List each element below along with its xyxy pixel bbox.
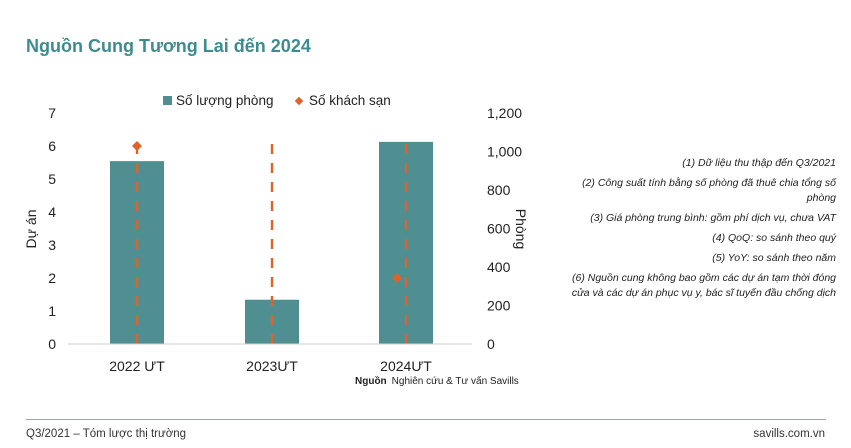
note-item: (4) QoQ: so sánh theo quý [712,232,836,244]
right-tick-label: 1,000 [487,144,522,160]
footer-report-label: Q3/2021 – Tóm lược thị trường [26,428,187,440]
legend-label-hotels: Số khách sạn [309,93,391,108]
future-supply-chart: 0 1 2 3 4 5 6 7 0 200 400 600 800 1,000 1,200 Dự án P… [23,93,529,374]
right-tick-label: 800 [487,182,511,198]
right-tick-label: 0 [487,336,495,352]
room-bars [110,141,433,344]
page-title: Nguồn Cung Tương Lai đến 2024 [26,36,311,56]
left-tick-label: 7 [48,105,56,121]
left-tick-label: 6 [48,138,56,154]
note-item: (6) Nguồn cung không bao gồm các dự án t… [571,272,836,299]
source-text: Nghiên cứu & Tư vấn Savills [391,376,519,387]
footer-website: savills.com.vn [753,428,825,440]
legend: Số lượng phòng Số khách sạn [163,93,391,108]
note-item: (2) Công suất tính bằng số phòng đã thuê… [582,177,836,204]
left-tick-label: 3 [48,237,56,253]
right-axis-ticks: 0 200 400 600 800 1,000 1,200 [487,105,522,352]
right-tick-label: 200 [487,298,511,314]
source-label: Nguồn [355,376,387,387]
category-labels: 2022 ƯT 2023ƯT 2024ƯT [109,358,432,374]
note-item: (5) YoY: so sánh theo năm [712,252,836,264]
hotel-marker [392,273,402,283]
left-tick-label: 4 [48,204,56,220]
hotel-markers [132,141,402,283]
category-label: 2022 ƯT [109,358,165,374]
legend-swatch-hotels [294,96,304,106]
chart-source: Nguồn Nghiên cứu & Tư vấn Savills [355,376,519,387]
right-tick-label: 600 [487,221,511,237]
category-label: 2023ƯT [246,358,298,374]
note-item: (3) Giá phòng trung bình: gồm phí dịch v… [590,212,836,224]
note-item: (1) Dữ liệu thu thập đến Q3/2021 [682,157,836,169]
right-tick-label: 400 [487,259,511,275]
right-axis-label: Phòng [513,209,529,249]
legend-label-rooms: Số lượng phòng [176,93,273,108]
left-tick-label: 0 [48,336,56,352]
right-tick-label: 1,200 [487,105,522,121]
hotel-marker [132,141,142,151]
left-axis-ticks: 0 1 2 3 4 5 6 7 [48,105,56,352]
footer-divider [26,419,826,420]
notes-panel: (1) Dữ liệu thu thập đến Q3/2021 (2) Côn… [560,156,836,306]
legend-swatch-rooms [163,96,172,105]
left-tick-label: 2 [48,270,56,286]
left-tick-label: 5 [48,171,56,187]
category-label: 2024ƯT [380,358,432,374]
left-axis-label: Dự án [23,210,39,249]
left-tick-label: 1 [48,303,56,319]
